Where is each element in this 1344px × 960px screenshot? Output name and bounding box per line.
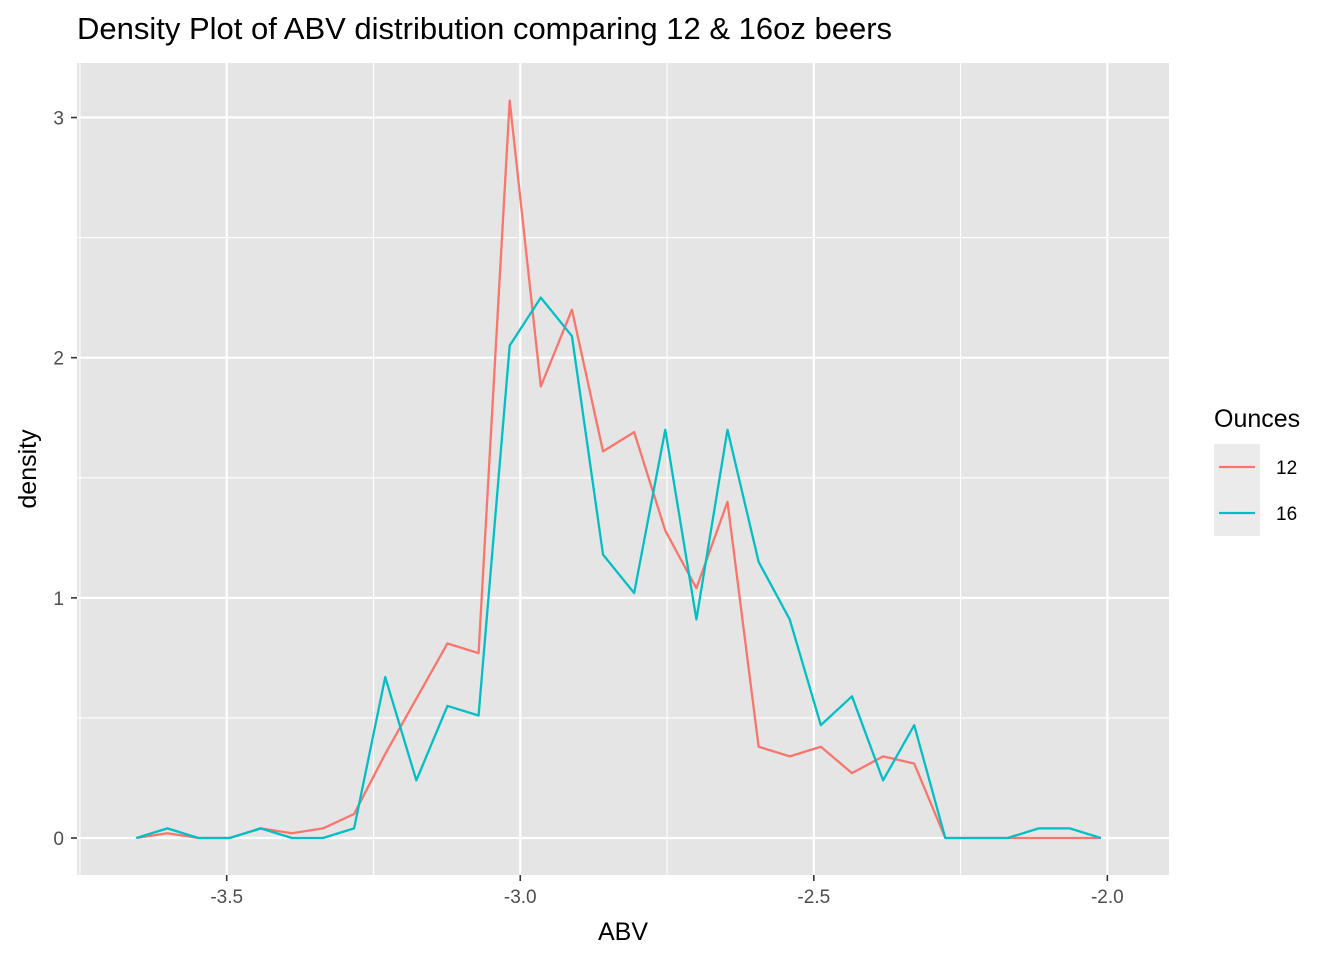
x-tick-label: -2.5 — [797, 887, 830, 908]
legend-label-12: 12 — [1276, 458, 1297, 479]
legend-title: Ounces — [1214, 405, 1300, 433]
series-lines — [135, 99, 1102, 840]
plot-panel — [77, 63, 1169, 875]
y-axis: 0 1 2 3 — [53, 109, 77, 850]
x-axis-title: ABV — [598, 918, 648, 946]
series-line-12 — [136, 99, 1101, 840]
minor-gridlines — [77, 63, 1169, 875]
legend-keys: 12 16 — [1214, 444, 1297, 536]
x-axis: -3.5 -3.0 -2.5 -2.0 — [210, 875, 1124, 908]
y-tick-label: 2 — [53, 349, 64, 370]
y-tick-label: 0 — [53, 829, 64, 850]
x-tick-label: -3.5 — [210, 887, 243, 908]
major-gridlines — [77, 63, 1169, 875]
y-axis-title: density — [14, 429, 42, 509]
y-tick-label: 3 — [53, 109, 64, 130]
y-tick-label: 1 — [53, 589, 64, 610]
series-line-16 — [135, 296, 1102, 840]
chart-title: Density Plot of ABV distribution compari… — [77, 11, 892, 46]
x-tick-label: -3.0 — [504, 887, 537, 908]
legend: Ounces 12 16 — [1214, 405, 1300, 536]
legend-label-16: 16 — [1276, 504, 1297, 525]
x-tick-label: -2.0 — [1091, 887, 1124, 908]
